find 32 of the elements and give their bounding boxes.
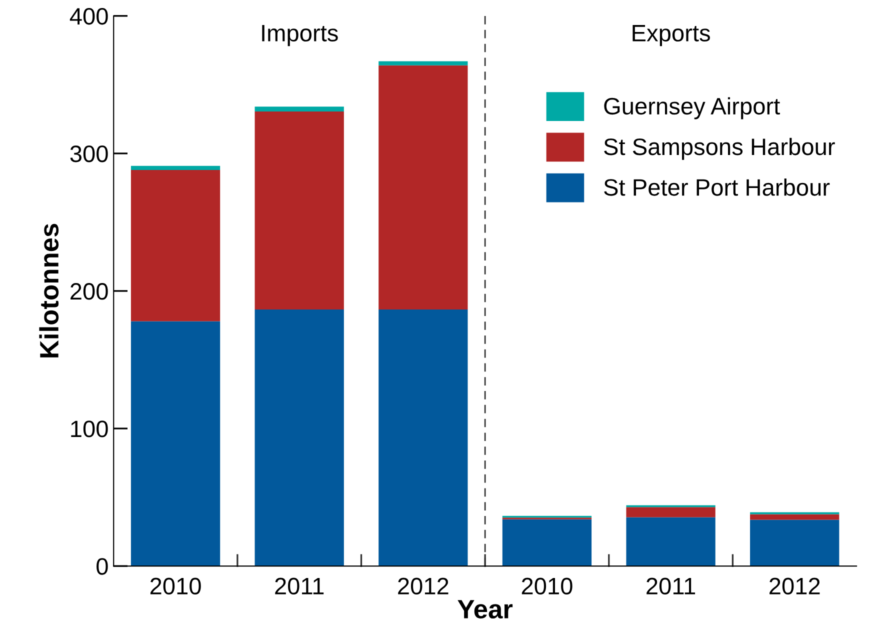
bar (750, 520, 840, 566)
y-tick-label: 0 (96, 558, 108, 575)
bar (502, 519, 592, 566)
x-tick-label: 2010 (150, 578, 201, 594)
bar (378, 61, 468, 66)
x-tick-label: 2011 (275, 578, 324, 594)
x-tick-label: 2012 (770, 578, 820, 594)
y-tick-label: 400 (70, 8, 108, 25)
bar (254, 111, 344, 310)
legend-label: Guernsey Airport (604, 97, 780, 120)
y-tick-label: 100 (71, 420, 108, 438)
x-tick-label: 2011 (646, 578, 696, 594)
x-tick-label: 2010 (522, 578, 572, 594)
bar (378, 310, 468, 566)
annotation: Imports (262, 25, 338, 46)
bar (254, 310, 344, 566)
x-tick-label: 2012 (398, 578, 448, 594)
y-tick-label: 300 (70, 146, 108, 162)
bar (130, 170, 220, 322)
x-axis-title: Year (458, 600, 513, 619)
bar (130, 321, 220, 566)
legend-label: St Peter Port Harbour (604, 178, 830, 196)
annotation: Exports (632, 25, 710, 46)
bar (378, 65, 468, 310)
bar (626, 507, 716, 518)
y-tick-label: 200 (70, 283, 108, 300)
bar (254, 106, 344, 112)
bar (750, 514, 840, 520)
bar (130, 166, 220, 170)
y-axis-title: Kilotonnes (39, 224, 59, 358)
bar (626, 517, 716, 566)
legend-label: St Sampsons Harbour (604, 138, 835, 160)
